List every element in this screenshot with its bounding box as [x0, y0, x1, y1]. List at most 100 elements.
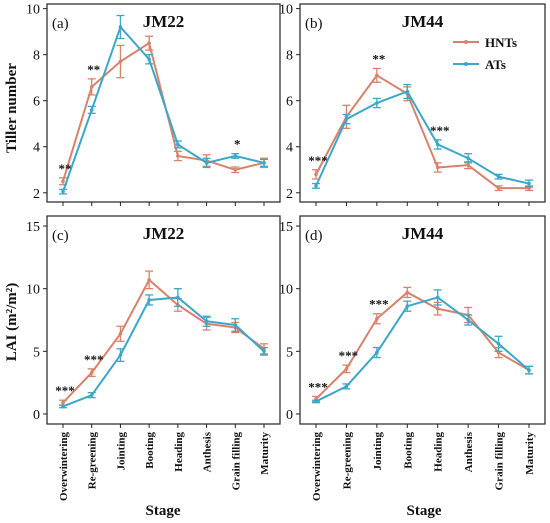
- significance-marker: ***: [308, 153, 328, 168]
- data-point: [262, 161, 266, 165]
- data-point: [61, 400, 65, 405]
- significance-marker: ***: [430, 123, 450, 138]
- panel-title: JM22: [143, 12, 185, 31]
- panel-title: JM44: [402, 224, 444, 243]
- data-point: [147, 278, 151, 282]
- data-point: [466, 163, 470, 167]
- data-point: [233, 167, 238, 172]
- significance-marker: ***: [339, 348, 359, 363]
- series-line-ats: [315, 90, 530, 187]
- data-point: [118, 59, 123, 64]
- data-point: [375, 316, 379, 321]
- series-ats: [59, 288, 268, 409]
- data-point: [496, 174, 501, 179]
- panel-tag: (d): [305, 228, 323, 244]
- panel-c: 0 5 10 15 Overwintering Re-greening Jointing Bo…: [26, 215, 281, 501]
- series-line-ats: [315, 296, 530, 403]
- series-line-hnts: [315, 291, 530, 400]
- data-point: [344, 117, 349, 121]
- significance-marker: **: [87, 62, 100, 77]
- data-point: [147, 298, 151, 302]
- data-point: [176, 295, 180, 300]
- x-tick-label: Re-greening: [87, 432, 99, 490]
- panel-title: JM44: [402, 12, 444, 31]
- panel-frame: [46, 3, 281, 203]
- x-tick-label: Maturity: [524, 432, 536, 475]
- data-point: [233, 154, 238, 158]
- x-tick-label: Grain filling: [494, 432, 506, 491]
- y-tick-label: 0: [286, 408, 293, 423]
- data-point: [527, 368, 531, 372]
- data-point: [435, 306, 440, 311]
- y-tick-label: 4: [33, 141, 40, 156]
- y-tick-label: 5: [33, 345, 40, 360]
- series-ats: [312, 289, 533, 404]
- y-tick-label: 2: [286, 187, 293, 202]
- data-point: [147, 41, 151, 45]
- series-line-ats: [62, 296, 265, 408]
- y-tick-label: 8: [33, 49, 40, 64]
- x-tick-label: Jointing: [115, 432, 127, 471]
- series-hnts: [312, 67, 533, 192]
- x-tick-label: Re-greening: [341, 432, 353, 490]
- y-axis-label-tiller: Tiller number: [4, 63, 20, 153]
- data-point: [375, 350, 379, 355]
- data-point: [435, 165, 440, 170]
- panel-frame: [299, 215, 546, 425]
- data-point: [344, 367, 349, 371]
- y-tick-label: 5: [286, 345, 293, 360]
- series-hnts: [59, 270, 268, 406]
- data-point: [176, 154, 180, 158]
- significance-marker: ***: [369, 297, 389, 312]
- legend-marker: [464, 40, 468, 44]
- data-point: [89, 393, 94, 397]
- y-tick-label: 6: [33, 95, 40, 110]
- data-point: [118, 331, 123, 336]
- significance-marker: **: [372, 51, 385, 66]
- panel-tag: (b): [305, 16, 323, 32]
- legend-marker: [464, 62, 468, 66]
- legend-label: ATs: [485, 57, 506, 72]
- x-tick-label: Overwintering: [311, 432, 323, 502]
- significance-marker: ***: [84, 352, 104, 367]
- legend: HNTs ATs: [453, 35, 517, 72]
- data-point: [496, 342, 501, 346]
- significance-marker: *: [234, 137, 241, 152]
- x-tick-label: Maturity: [259, 432, 271, 475]
- x-tick-label: Heading: [173, 432, 185, 472]
- y-tick-label: 10: [279, 283, 293, 298]
- data-point: [314, 184, 318, 188]
- series-ats: [59, 14, 268, 195]
- y-tick-label: 0: [33, 408, 40, 423]
- x-tick-label: Anthesis: [202, 431, 214, 472]
- y-tick-label: 2: [33, 187, 40, 202]
- data-point: [344, 384, 349, 389]
- data-point: [262, 349, 266, 354]
- x-tick-label: Jointing: [372, 432, 384, 471]
- data-point: [233, 323, 238, 327]
- data-point: [89, 108, 94, 112]
- series-line-ats: [62, 26, 265, 192]
- data-point: [435, 142, 440, 147]
- panel-tag: (a): [52, 16, 69, 32]
- legend-label: HNTs: [485, 35, 517, 50]
- series-ats: [312, 83, 533, 189]
- y-tick-label: 6: [286, 95, 293, 110]
- data-point: [204, 161, 209, 165]
- x-tick-label: Booting: [144, 432, 156, 469]
- y-tick-label: 8: [286, 49, 293, 64]
- y-tick-label: 4: [286, 141, 293, 156]
- data-point: [61, 179, 65, 184]
- x-axis-label-left: Stage: [146, 503, 181, 519]
- panel-title: JM22: [143, 224, 185, 243]
- y-tick-label: 10: [279, 3, 293, 18]
- data-point: [118, 25, 123, 29]
- data-point: [466, 156, 470, 161]
- series-line-hnts: [315, 74, 529, 190]
- panel-frame: [46, 215, 281, 425]
- data-point: [61, 189, 65, 194]
- panel-frame: [299, 3, 546, 203]
